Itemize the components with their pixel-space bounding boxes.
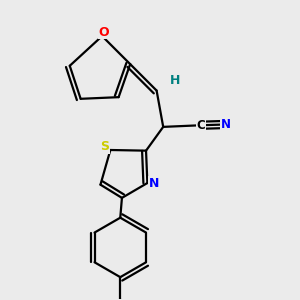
Text: O: O	[98, 26, 109, 39]
Text: S: S	[100, 140, 109, 153]
Text: C: C	[197, 119, 206, 132]
Text: N: N	[149, 176, 159, 190]
Text: H: H	[169, 74, 180, 87]
Text: N: N	[221, 118, 231, 131]
